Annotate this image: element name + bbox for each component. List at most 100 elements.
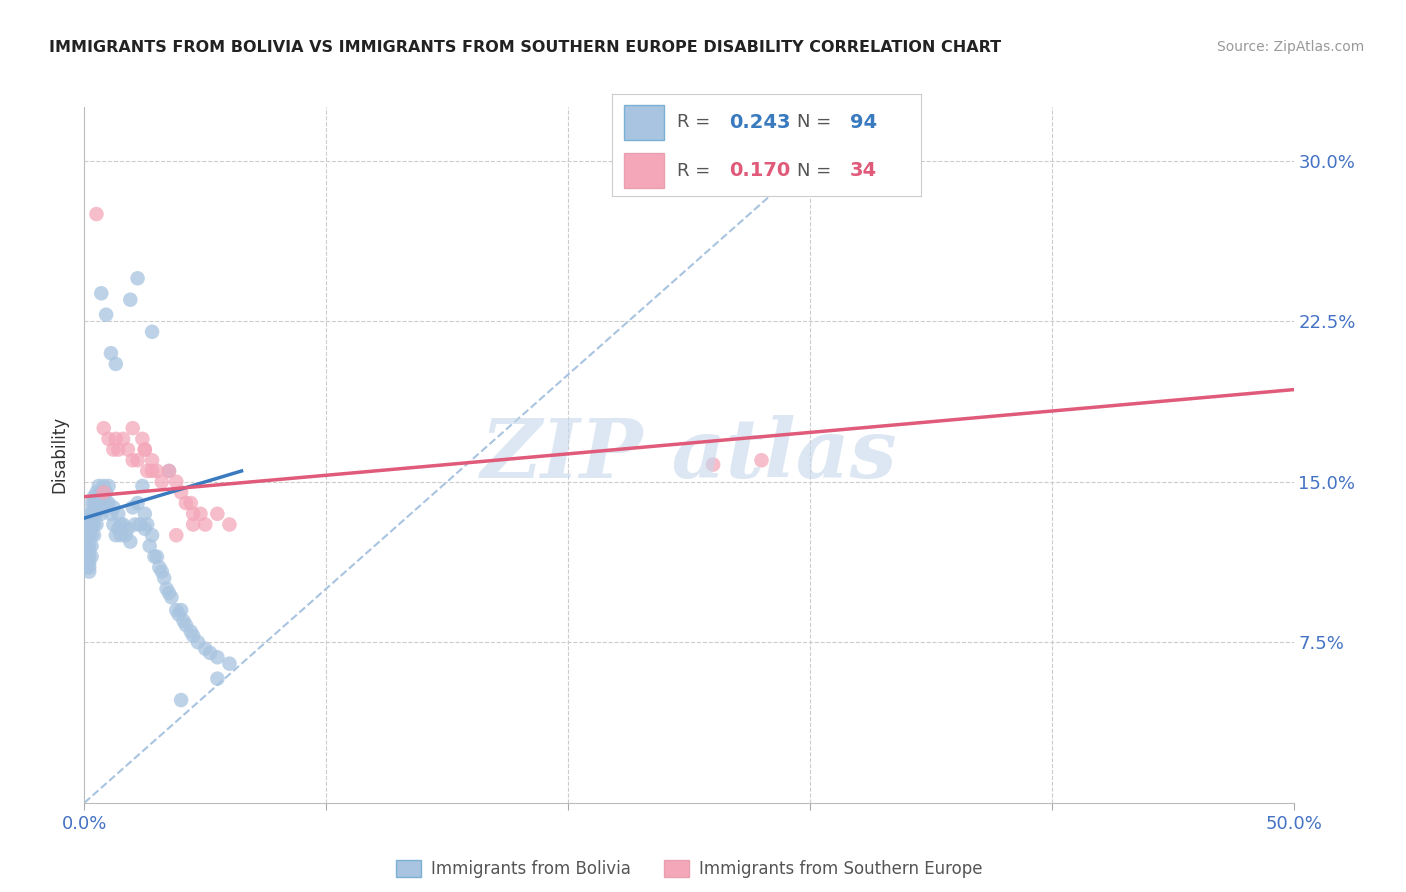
Text: 0.170: 0.170 <box>730 161 790 180</box>
Point <box>83 490 105 504</box>
Point <box>165 475 187 489</box>
Point <box>80 528 103 542</box>
Point <box>173 614 195 628</box>
Point <box>174 618 197 632</box>
Point <box>121 500 143 515</box>
Point <box>86 517 108 532</box>
Point <box>117 442 139 457</box>
Point <box>157 464 180 478</box>
Point <box>702 458 724 472</box>
Point <box>218 657 240 671</box>
Point <box>104 357 127 371</box>
Point <box>180 496 202 510</box>
Point <box>134 507 156 521</box>
Point <box>80 496 103 510</box>
Point <box>131 432 153 446</box>
Point <box>165 528 187 542</box>
Point <box>107 522 129 536</box>
Point <box>112 517 135 532</box>
Text: N =: N = <box>797 113 837 131</box>
Point <box>97 479 120 493</box>
Point <box>121 421 143 435</box>
Point <box>124 517 146 532</box>
Point <box>157 464 180 478</box>
Point <box>76 549 98 564</box>
Point <box>146 549 169 564</box>
Text: 0.243: 0.243 <box>730 113 790 132</box>
Point <box>160 591 183 605</box>
Point <box>143 549 166 564</box>
Point <box>117 522 139 536</box>
Point <box>90 507 112 521</box>
Point <box>86 496 108 510</box>
Point <box>136 517 159 532</box>
Point <box>180 624 202 639</box>
Point <box>165 603 187 617</box>
Point <box>76 543 98 558</box>
Point <box>77 560 100 574</box>
Point <box>80 539 103 553</box>
Point <box>90 286 112 301</box>
Point <box>218 517 240 532</box>
Point <box>153 571 176 585</box>
Point <box>107 442 129 457</box>
Point <box>207 507 229 521</box>
Point <box>150 565 173 579</box>
Point <box>104 528 127 542</box>
Point <box>100 507 122 521</box>
Point <box>76 517 98 532</box>
Legend: Immigrants from Bolivia, Immigrants from Southern Europe: Immigrants from Bolivia, Immigrants from… <box>389 854 988 885</box>
Point <box>194 641 217 656</box>
Point <box>93 421 115 435</box>
Point <box>93 490 115 504</box>
Text: 34: 34 <box>849 161 877 180</box>
Point <box>107 507 129 521</box>
Point <box>157 586 180 600</box>
Point <box>103 500 125 515</box>
Point <box>77 565 100 579</box>
Point <box>121 453 143 467</box>
Point <box>127 496 149 510</box>
Point <box>103 517 125 532</box>
Point <box>87 490 110 504</box>
Point <box>174 496 197 510</box>
Y-axis label: Disability: Disability <box>51 417 69 493</box>
Point <box>138 539 160 553</box>
Point <box>207 650 229 665</box>
Text: IMMIGRANTS FROM BOLIVIA VS IMMIGRANTS FROM SOUTHERN EUROPE DISABILITY CORRELATIO: IMMIGRANTS FROM BOLIVIA VS IMMIGRANTS FR… <box>49 40 1001 55</box>
Point <box>86 507 108 521</box>
Text: R =: R = <box>676 161 716 179</box>
Point <box>136 464 159 478</box>
Point <box>90 485 112 500</box>
Point <box>129 517 152 532</box>
Point <box>155 582 177 596</box>
Point <box>93 479 115 493</box>
Point <box>110 528 132 542</box>
Point <box>141 325 163 339</box>
Point <box>150 475 173 489</box>
Text: ZIP atlas: ZIP atlas <box>481 415 897 495</box>
Point <box>86 485 108 500</box>
Point <box>146 464 169 478</box>
Point <box>120 293 142 307</box>
Point <box>90 496 112 510</box>
Point <box>110 517 132 532</box>
Point <box>127 271 149 285</box>
Point <box>77 539 100 553</box>
Point <box>93 500 115 515</box>
Point <box>114 528 136 542</box>
Point <box>76 560 98 574</box>
Text: R =: R = <box>676 113 716 131</box>
Point <box>94 496 117 510</box>
Point <box>83 507 105 521</box>
Point <box>181 507 204 521</box>
Point <box>190 507 212 521</box>
Point <box>207 672 229 686</box>
Text: Source: ZipAtlas.com: Source: ZipAtlas.com <box>1216 40 1364 54</box>
Point <box>170 603 193 617</box>
Point <box>134 442 156 457</box>
Point <box>86 207 108 221</box>
Point <box>170 693 193 707</box>
Point <box>94 485 117 500</box>
Point <box>181 517 204 532</box>
